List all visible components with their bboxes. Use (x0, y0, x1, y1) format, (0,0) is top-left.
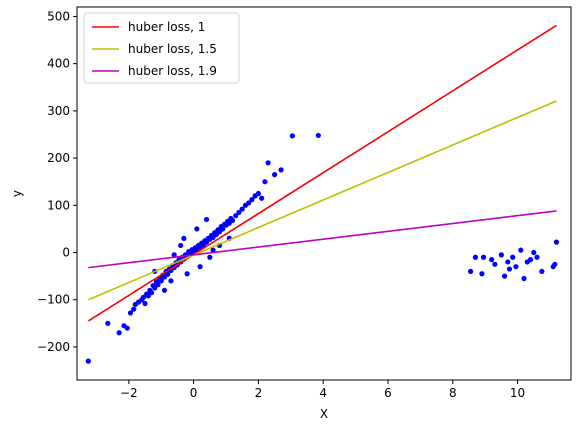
scatter-point (229, 217, 236, 224)
scatter-point (124, 325, 130, 331)
scatter-point (505, 259, 511, 265)
y-tick-label: 0 (62, 246, 70, 260)
series-line (88, 100, 557, 301)
scatter-point (492, 261, 498, 267)
scatter-point (161, 287, 168, 293)
series-line (87, 24, 557, 322)
plot-frame (76, 6, 572, 381)
scatter-point (210, 247, 216, 253)
y-tick-label: 100 (47, 198, 70, 212)
scatter-point (521, 275, 527, 282)
x-axis-ticks: −2 0 2 4 6 8 10 (120, 380, 525, 400)
y-axis-label: y (10, 190, 24, 197)
legend-label: huber loss, 1 (128, 20, 205, 34)
y-tick-label: −100 (37, 293, 70, 307)
scatter-point (534, 254, 540, 260)
scatter-point (158, 278, 164, 284)
scatter-point (480, 254, 487, 260)
scatter-point (479, 271, 485, 277)
scatter-point (148, 290, 155, 296)
x-tick-label: 4 (319, 386, 327, 400)
scatter-point (140, 294, 147, 300)
scatter-point (197, 264, 203, 270)
scatter-point (272, 172, 278, 178)
scatter-point (289, 133, 296, 139)
scatter-point (145, 293, 151, 299)
scatter-point (489, 257, 495, 263)
x-tick-label: 2 (255, 386, 263, 400)
x-tick-label: 10 (510, 386, 525, 400)
scatter-point (184, 271, 190, 277)
scatter-point (513, 264, 519, 270)
scatter-point (265, 160, 271, 166)
scatter-point (131, 306, 137, 312)
scatter-point (498, 252, 504, 258)
scatter-point (178, 242, 184, 249)
y-tick-label: −200 (37, 340, 70, 354)
x-tick-label: 0 (190, 386, 198, 400)
scatter-point (539, 268, 545, 275)
scatter-point (467, 268, 474, 275)
y-tick-label: 300 (47, 104, 70, 118)
scatter-point (171, 252, 177, 258)
scatter-point (142, 300, 148, 307)
legend: huber loss, 1 huber loss, 1.5 huber loss, … (83, 12, 240, 84)
scatter-point (315, 132, 321, 139)
scatter-point (553, 239, 560, 245)
scatter-point (531, 249, 537, 256)
legend-box (83, 12, 240, 84)
legend-label: huber loss, 1.9 (128, 64, 217, 78)
scatter-point (552, 261, 558, 267)
scatter-point (105, 320, 111, 326)
legend-label: huber loss, 1.5 (128, 42, 217, 56)
scatter-point (181, 235, 187, 241)
scatter-point (259, 195, 265, 201)
y-tick-label: 500 (47, 9, 70, 23)
x-axis-label: X (320, 407, 328, 421)
scatter-point (168, 278, 174, 284)
scatter-point (203, 216, 210, 223)
scatter-point (518, 247, 524, 253)
scatter-point (278, 167, 284, 173)
x-tick-label: −2 (120, 386, 138, 400)
scatter-point (472, 254, 479, 260)
scatter-point (207, 254, 213, 260)
x-tick-label: 6 (384, 386, 392, 400)
scatter-point (249, 197, 255, 203)
y-axis-ticks: −200 −100 0 100 200 300 400 500 (37, 9, 77, 354)
y-tick-label: 400 (47, 57, 70, 71)
series-line (88, 210, 557, 269)
scatter-point (510, 254, 516, 260)
scatter-point (194, 226, 200, 232)
scatter-point (262, 179, 268, 185)
scatter-point (155, 282, 161, 288)
scatter-point (220, 226, 226, 232)
scatter-point (246, 200, 252, 206)
scatter-point (85, 358, 91, 364)
x-tick-label: 8 (449, 386, 457, 400)
scatter-point (527, 257, 534, 263)
regression-lines (87, 24, 557, 322)
scatter-point (116, 330, 122, 336)
scatter-point (165, 271, 171, 277)
scatter-points (85, 132, 560, 364)
y-tick-label: 200 (47, 151, 70, 165)
scatter-point (152, 285, 158, 291)
scatter-point (239, 206, 245, 212)
scatter-point (233, 213, 239, 219)
scatter-point (127, 310, 134, 316)
scatter-point (255, 190, 262, 197)
scatter-point (506, 266, 513, 272)
scatter-point (236, 209, 242, 215)
scatter-point (501, 273, 508, 279)
